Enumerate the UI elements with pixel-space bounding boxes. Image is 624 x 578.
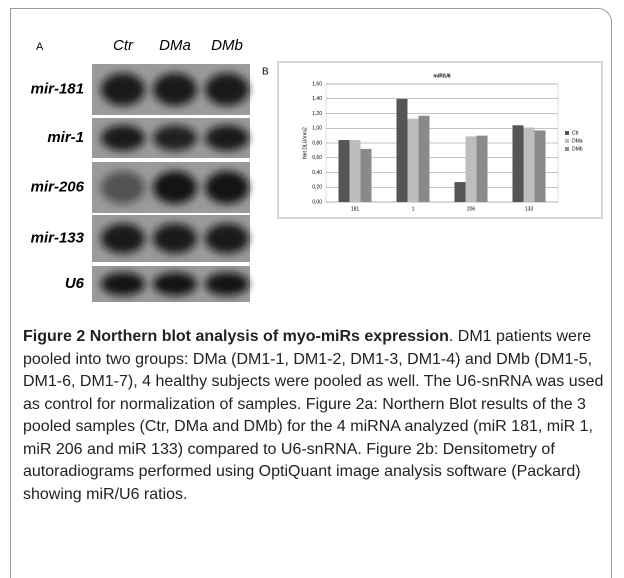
chart-frame <box>278 62 602 218</box>
y-tick-label: 0,20 <box>312 185 322 191</box>
y-tick-label: 1,00 <box>312 126 322 132</box>
caption-text: . DM1 patients were pooled into two grou… <box>23 328 603 503</box>
x-tick-label: 206 <box>467 206 476 212</box>
row-label: U6 <box>65 275 85 292</box>
y-tick-label: 1,60 <box>312 81 322 87</box>
row-label: mir-181 <box>31 80 84 97</box>
y-tick-label: 0,80 <box>312 140 322 146</box>
blot-band <box>205 272 249 295</box>
panel-label: B <box>262 67 269 78</box>
x-tick-label: 1 <box>412 206 415 212</box>
row-label: mir-1 <box>47 129 84 146</box>
bar <box>523 128 534 202</box>
legend-swatch <box>565 139 569 143</box>
caption-title: Northern blot analysis of myo-miRs expre… <box>90 328 449 345</box>
bar <box>419 116 430 202</box>
blot-band <box>101 272 145 295</box>
blot-band <box>205 171 249 204</box>
bar <box>407 119 418 202</box>
column-label: DMb <box>211 37 243 54</box>
y-axis-label: Net DLU/mm2 <box>302 127 308 159</box>
legend-swatch <box>565 131 569 135</box>
legend-label: DMa <box>572 138 583 144</box>
row-label: mir-206 <box>31 178 85 195</box>
caption: Figure 2 Northern blot analysis of myo-m… <box>23 326 608 506</box>
legend-label: DMb <box>572 146 583 152</box>
northern-blot: Ctr DMa DMb mir-181 mir-1 mir-206 mir-133 U6 <box>31 37 250 302</box>
bar <box>535 130 546 202</box>
bar <box>465 136 476 202</box>
blot-band <box>101 223 145 253</box>
bar <box>396 99 407 202</box>
column-label: DMa <box>159 37 191 54</box>
y-tick-label: 1,40 <box>312 96 322 102</box>
blot-band <box>101 171 145 204</box>
bar <box>512 125 523 202</box>
blot-band <box>153 272 197 295</box>
caption-label: Figure 2 <box>23 328 85 345</box>
y-tick-label: 0,40 <box>312 170 322 176</box>
bar <box>338 140 349 202</box>
blot-band <box>101 73 145 106</box>
y-tick-label: 1,20 <box>312 111 322 117</box>
bar <box>477 136 488 202</box>
blot-band <box>153 73 197 106</box>
x-tick-label: 133 <box>525 206 534 212</box>
bar <box>454 182 465 202</box>
chart-title: miR/U6 <box>433 73 450 79</box>
x-tick-label: 181 <box>351 206 360 212</box>
y-tick-label: 0,60 <box>312 155 322 161</box>
y-tick-label: 0,00 <box>312 199 322 205</box>
column-label: Ctr <box>113 37 134 54</box>
legend-swatch <box>565 147 569 151</box>
blot-band <box>101 125 145 151</box>
blot-band <box>153 171 197 204</box>
bar <box>361 149 372 202</box>
blot-band <box>205 73 249 106</box>
bar <box>349 140 360 202</box>
page: A CtrDMaDMbmir-181mir-1mir-206mir-133U6 … <box>0 0 624 578</box>
blot-band <box>205 125 249 151</box>
blot-band <box>205 223 249 253</box>
blot-band <box>153 125 197 151</box>
blot-band <box>153 223 197 253</box>
panel-label: A <box>36 41 44 53</box>
legend-label: Ctr <box>572 130 579 136</box>
row-label: mir-133 <box>31 229 85 246</box>
